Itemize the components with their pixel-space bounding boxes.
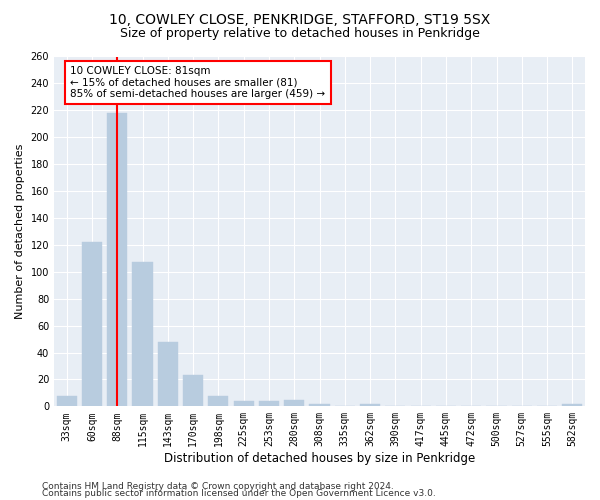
X-axis label: Distribution of detached houses by size in Penkridge: Distribution of detached houses by size … [164,452,475,465]
Bar [562,404,583,406]
Bar [56,396,77,406]
Bar [158,342,178,406]
Bar [259,401,279,406]
Bar [233,401,254,406]
Bar [284,400,304,406]
Bar [310,404,329,406]
Bar [183,376,203,406]
Bar [133,262,152,406]
Bar [208,396,229,406]
Bar [82,242,102,406]
Bar [107,113,127,406]
Y-axis label: Number of detached properties: Number of detached properties [15,144,25,319]
Text: 10 COWLEY CLOSE: 81sqm
← 15% of detached houses are smaller (81)
85% of semi-det: 10 COWLEY CLOSE: 81sqm ← 15% of detached… [70,66,326,99]
Text: Contains HM Land Registry data © Crown copyright and database right 2024.: Contains HM Land Registry data © Crown c… [42,482,394,491]
Text: 10, COWLEY CLOSE, PENKRIDGE, STAFFORD, ST19 5SX: 10, COWLEY CLOSE, PENKRIDGE, STAFFORD, S… [109,12,491,26]
Text: Contains public sector information licensed under the Open Government Licence v3: Contains public sector information licen… [42,489,436,498]
Text: Size of property relative to detached houses in Penkridge: Size of property relative to detached ho… [120,28,480,40]
Bar [360,404,380,406]
